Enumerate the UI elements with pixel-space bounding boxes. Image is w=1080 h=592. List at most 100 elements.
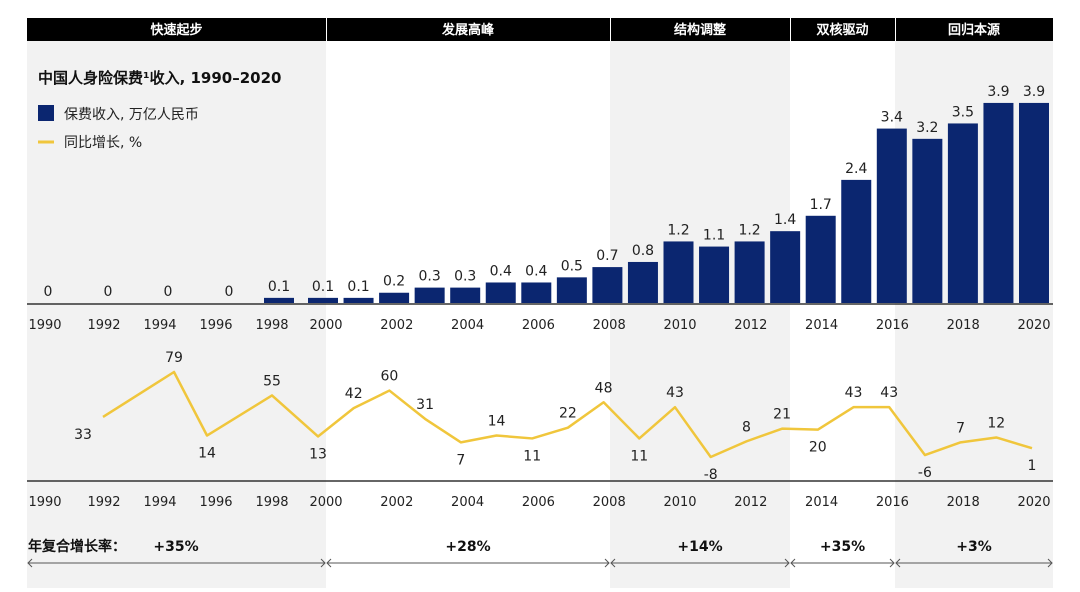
growth-value-label: -6: [918, 465, 932, 481]
growth-value-label: 55: [263, 373, 281, 389]
x-tick-label: 2016: [876, 318, 909, 333]
x-tick-label: 2008: [593, 495, 626, 510]
x-tick-label: 2006: [522, 318, 555, 333]
growth-value-label: 7: [456, 452, 465, 468]
growth-value-label: 79: [165, 350, 183, 366]
x-tick-label: 2004: [451, 318, 484, 333]
bar-value-label: 3.5: [952, 104, 974, 120]
growth-value-label: 14: [198, 446, 216, 462]
bar-2008: [592, 267, 623, 303]
arrowhead-icon: [27, 558, 326, 568]
x-tick-label: 2008: [593, 318, 626, 333]
bar-2019: [983, 102, 1014, 304]
x-tick-label: 1994: [143, 495, 176, 510]
bar-2002: [379, 292, 410, 303]
phase-header: [327, 18, 610, 41]
phase-shade: [610, 41, 790, 588]
x-tick-label: 1998: [255, 495, 288, 510]
growth-value-label: 31: [416, 397, 434, 413]
cagr-value: +28%: [445, 539, 490, 555]
bar-value-label: 0.1: [347, 279, 369, 295]
bar-2012: [734, 241, 765, 303]
legend-bar-label: 保费收入, 万亿人民币: [64, 107, 199, 123]
cagr-value: +35%: [820, 539, 865, 555]
bar-value-label: 1.1: [703, 228, 725, 244]
bar-value-label: 0.5: [561, 258, 583, 274]
x-tick-label: 2012: [734, 495, 767, 510]
growth-value-label: 33: [74, 427, 92, 443]
growth-value-label: 12: [987, 415, 1005, 431]
x-tick-label: 2000: [309, 495, 342, 510]
x-tick-label: 2010: [663, 495, 696, 510]
growth-value-label: 14: [488, 414, 506, 430]
x-tick-label: 2002: [380, 318, 413, 333]
bar-2011: [699, 246, 730, 303]
bar-2001: [343, 297, 374, 303]
arrowhead-icon: [326, 558, 610, 568]
growth-value-label: 22: [559, 406, 577, 422]
x-tick-label: 2020: [1017, 495, 1050, 510]
bar-1998: [264, 297, 294, 303]
bar-2020: [1019, 102, 1049, 304]
bar-2013: [770, 231, 801, 303]
x-tick-label: 1996: [199, 495, 232, 510]
bar-value-label: 0.2: [383, 274, 405, 290]
x-tick-label: 1994: [143, 318, 176, 333]
bar-2017: [912, 138, 943, 303]
growth-value-label: 21: [773, 407, 791, 423]
bar-value-label: 0.4: [525, 263, 547, 279]
bar-value-label: 3.4: [881, 110, 903, 126]
bar-value-label: 0.1: [268, 279, 290, 295]
cagr-value: +14%: [677, 539, 722, 555]
bar-value-label: 1.2: [667, 222, 689, 238]
phase-header: [611, 18, 790, 41]
bar-2007: [556, 277, 587, 303]
bar-2010: [663, 241, 694, 303]
growth-value-label: 11: [523, 448, 541, 464]
legend-line-label: 同比增长, %: [64, 135, 142, 151]
bar-2003: [414, 287, 445, 303]
bar-value-label: 3.9: [1023, 84, 1045, 100]
bar-value-label: 1.2: [738, 222, 760, 238]
arrowhead-icon: [895, 558, 1053, 568]
growth-value-label: 20: [809, 440, 827, 456]
phase-header-label: 双核驱动: [816, 22, 868, 38]
x-tick-label: 2018: [947, 318, 980, 333]
growth-value-label: 43: [845, 385, 863, 401]
growth-value-label: 7: [956, 420, 965, 436]
bar-value-label: 1.7: [810, 197, 832, 213]
bar-value-label: 0.3: [419, 269, 441, 285]
bar-2009: [627, 261, 658, 303]
x-tick-label: 1990: [28, 318, 61, 333]
phase-header: [896, 18, 1053, 41]
x-tick-label: 2016: [876, 495, 909, 510]
x-tick-label: 1990: [28, 495, 61, 510]
cagr-value: +35%: [153, 539, 198, 555]
bar-2016: [876, 128, 907, 303]
growth-value-label: -8: [704, 467, 718, 483]
growth-value-label: 43: [880, 385, 898, 401]
growth-value-label: 43: [666, 385, 684, 401]
x-tick-label: 2014: [805, 495, 838, 510]
bar-value-label: 0: [104, 284, 113, 300]
bar-value-label: 3.2: [916, 120, 938, 136]
phase-header: [791, 18, 895, 41]
bar-value-label: 0.3: [454, 269, 476, 285]
cagr-value: +3%: [956, 539, 992, 555]
bar-2014: [805, 215, 836, 303]
x-tick-label: 2000: [309, 318, 342, 333]
bar-value-label: 0: [164, 284, 173, 300]
cagr-label: 年复合增长率：: [28, 538, 126, 555]
growth-line: [102, 370, 1033, 459]
bar-value-label: 0.1: [312, 279, 334, 295]
bar-2005: [485, 282, 516, 303]
x-tick-label: 2004: [451, 495, 484, 510]
x-tick-label: 2010: [663, 318, 696, 333]
growth-value-label: 48: [595, 380, 613, 396]
arrowhead-icon: [790, 558, 895, 568]
x-tick-label: 2018: [947, 495, 980, 510]
bar-value-label: 3.9: [987, 84, 1009, 100]
x-tick-label: 2002: [380, 495, 413, 510]
arrowhead-icon: [610, 558, 790, 568]
